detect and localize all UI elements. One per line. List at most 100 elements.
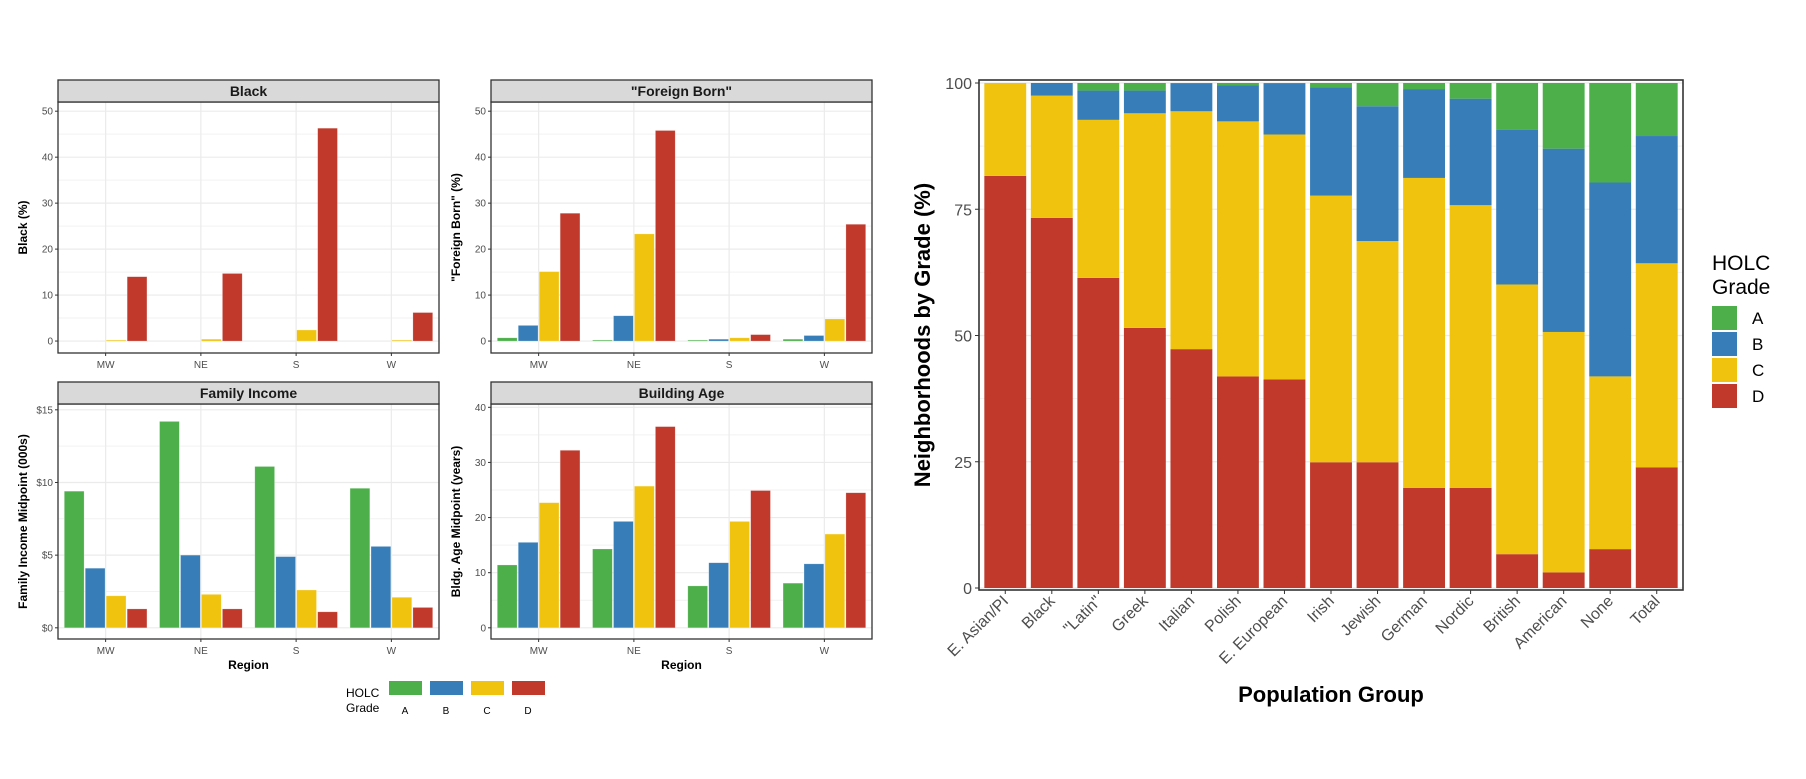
legend-title: Grade bbox=[346, 701, 380, 715]
stacked-segment-grade-b bbox=[1077, 90, 1120, 120]
facet-strip bbox=[57, 79, 440, 103]
facet-strip-title: Family Income bbox=[200, 385, 297, 401]
stacked-segment-grade-d bbox=[1077, 277, 1120, 588]
y-tick-label: 75 bbox=[954, 202, 972, 219]
stacked-segment-grade-b bbox=[1216, 85, 1259, 122]
stacked-segment-grade-c bbox=[1170, 111, 1213, 350]
bar-ne-grade-d bbox=[222, 608, 243, 629]
stacked-segment-grade-b bbox=[1635, 136, 1678, 264]
bar-w-grade-c bbox=[391, 596, 413, 629]
stacked-segment-grade-b bbox=[1123, 90, 1166, 114]
y-tick-label: $0 bbox=[42, 623, 54, 634]
stacked-segment-grade-b bbox=[1030, 83, 1073, 96]
stacked-segment-grade-d bbox=[1310, 462, 1352, 588]
bar-mw-grade-a bbox=[497, 337, 518, 342]
legend-swatch-b bbox=[1712, 332, 1737, 356]
x-tick-label: NE bbox=[627, 646, 641, 657]
bar-ne-grade-c bbox=[634, 485, 655, 629]
y-tick-label: 10 bbox=[475, 291, 487, 302]
bar-ne-grade-c bbox=[201, 594, 222, 629]
y-tick-label: 20 bbox=[42, 245, 54, 256]
panel-border bbox=[978, 79, 1684, 591]
y-tick-label: 0 bbox=[480, 337, 486, 348]
legend-title: Grade bbox=[1712, 276, 1770, 299]
bar-ne-grade-d bbox=[655, 130, 676, 342]
bar-w-grade-d bbox=[845, 223, 866, 342]
legend-key-label: C bbox=[1752, 361, 1764, 380]
stacked-segment-grade-c bbox=[1030, 95, 1073, 218]
bar-ne-grade-a bbox=[592, 339, 613, 342]
facet-strip bbox=[490, 381, 873, 405]
bar-mw-grade-c bbox=[538, 502, 560, 629]
stacked-segment-grade-a bbox=[1635, 83, 1678, 137]
stacked-segment-grade-d bbox=[1123, 327, 1166, 588]
stacked-segment-grade-d bbox=[1542, 572, 1585, 588]
stacked-segment-grade-a bbox=[1123, 83, 1166, 91]
stacked-segment-grade-c bbox=[1216, 121, 1259, 377]
legend-key-label: A bbox=[1752, 309, 1764, 328]
bar-s-grade-a bbox=[254, 466, 275, 629]
bar-w-grade-d bbox=[845, 492, 866, 629]
y-tick-label: 20 bbox=[475, 245, 487, 256]
bar-mw-grade-b bbox=[517, 542, 539, 629]
legend-title: HOLC bbox=[346, 686, 380, 700]
stacked-segment-grade-a bbox=[1310, 83, 1352, 88]
x-tick-label: W bbox=[820, 360, 830, 371]
legend-key-label: A bbox=[402, 706, 409, 717]
legend-key-label: C bbox=[483, 706, 490, 717]
stacked-segment-grade-d bbox=[984, 175, 1027, 589]
bar-w-grade-c bbox=[824, 533, 846, 629]
y-tick-label: 100 bbox=[945, 76, 972, 93]
x-tick-label: British bbox=[1481, 593, 1524, 636]
y-tick-label: 30 bbox=[475, 199, 487, 210]
x-tick-label: MW bbox=[530, 646, 548, 657]
x-axis-title: Population Group bbox=[1238, 682, 1424, 707]
stacked-segment-grade-a bbox=[1542, 83, 1585, 149]
stacked-segment-grade-a bbox=[1077, 83, 1120, 91]
y-tick-label: $10 bbox=[36, 478, 53, 489]
bar-ne-grade-d bbox=[655, 426, 676, 629]
x-axis-title: Region bbox=[228, 658, 269, 672]
stacked-segment-grade-b bbox=[1356, 106, 1399, 242]
bar-s-grade-a bbox=[687, 339, 708, 342]
y-tick-label: 40 bbox=[475, 153, 487, 164]
bar-s-grade-d bbox=[750, 490, 771, 629]
stacked-segment-grade-c bbox=[1310, 195, 1352, 463]
y-tick-label: 50 bbox=[475, 107, 487, 118]
x-tick-label: W bbox=[820, 646, 830, 657]
stacked-segment-grade-b bbox=[1403, 89, 1446, 178]
bar-s-grade-c bbox=[729, 521, 750, 629]
bar-w-grade-a bbox=[349, 487, 371, 629]
x-tick-label: Nordic bbox=[1433, 593, 1478, 638]
bar-ne-grade-b bbox=[613, 315, 634, 342]
y-tick-label: 10 bbox=[475, 568, 487, 579]
x-tick-label: "Latin" bbox=[1061, 593, 1106, 638]
stacked-segment-grade-d bbox=[1403, 488, 1446, 588]
bar-ne-grade-c bbox=[201, 338, 222, 342]
x-tick-label: Irish bbox=[1304, 593, 1337, 626]
stacked-bar-chart: 0 25 50 75 100 E. Asian/PI Black "Latin" Greek It… bbox=[910, 76, 1770, 707]
legend-key-label: B bbox=[443, 706, 450, 717]
y-tick-label: $15 bbox=[36, 405, 53, 416]
bar-mw-grade-d bbox=[126, 608, 148, 629]
legend-swatch-c bbox=[471, 681, 504, 695]
x-tick-label: Polish bbox=[1202, 593, 1245, 636]
x-tick-label: German bbox=[1378, 593, 1431, 646]
bar-mw-grade-c bbox=[105, 339, 127, 342]
stacked-segment-grade-d bbox=[1170, 349, 1213, 588]
stacked-segment-grade-c bbox=[1542, 331, 1585, 573]
x-tick-label: MW bbox=[530, 360, 548, 371]
y-axis-title: Family Income Midpoint (000s) bbox=[16, 434, 30, 609]
stacked-segment-grade-a bbox=[1170, 83, 1213, 84]
stacked-segment-grade-b bbox=[1496, 129, 1539, 285]
legend-key-label: D bbox=[524, 706, 531, 717]
y-axis-title: Black (%) bbox=[16, 200, 30, 254]
y-tick-label: $5 bbox=[42, 551, 54, 562]
x-tick-label: Greek bbox=[1109, 592, 1153, 636]
bar-w-grade-b bbox=[370, 546, 392, 629]
stacked-segment-grade-d bbox=[1589, 549, 1632, 588]
stacked-segment-grade-c bbox=[1356, 241, 1399, 463]
stacked-segment-grade-a bbox=[1589, 83, 1632, 183]
